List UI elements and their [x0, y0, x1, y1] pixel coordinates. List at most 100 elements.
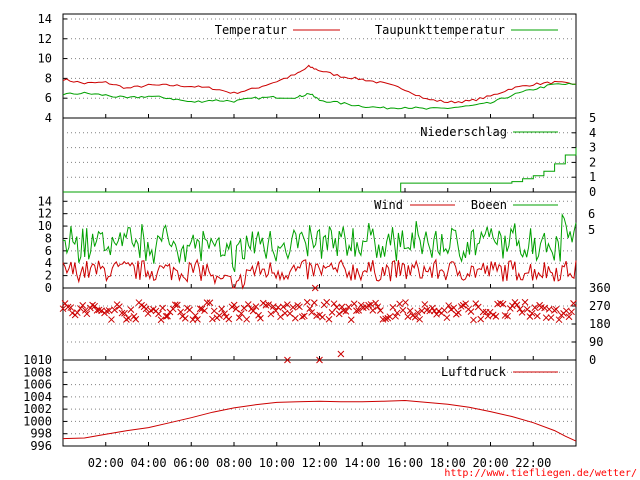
direction-marker	[257, 314, 264, 322]
direction-marker	[277, 313, 284, 321]
direction-marker	[77, 305, 84, 312]
direction-marker	[291, 314, 299, 322]
direction-marker	[155, 310, 162, 318]
direction-marker	[377, 307, 384, 314]
direction-marker	[386, 313, 394, 321]
direction-marker	[230, 301, 238, 309]
y-tick-label: 4	[589, 126, 596, 140]
wind-line	[62, 258, 577, 290]
y-tick-label: 1004	[23, 390, 52, 404]
direction-marker	[518, 309, 526, 316]
direction-marker	[203, 299, 211, 307]
legend-boeen: Boeen	[471, 198, 507, 212]
direction-marker	[545, 305, 553, 313]
direction-marker	[365, 301, 372, 309]
direction-marker	[353, 307, 360, 315]
direction-marker	[472, 300, 480, 307]
direction-marker	[350, 300, 358, 308]
direction-marker	[103, 307, 110, 315]
direction-marker	[142, 305, 150, 313]
direction-marker	[429, 304, 436, 312]
direction-marker	[484, 312, 492, 320]
direction-marker	[279, 303, 287, 311]
footer-url: http://www.tiefliegen.de/wetter/	[444, 468, 637, 479]
direction-marker	[118, 309, 126, 317]
y-tick-label: 2	[45, 269, 52, 283]
direction-marker	[406, 307, 414, 315]
y-tick-label: 6	[45, 91, 52, 105]
direction-marker	[171, 301, 179, 309]
x-tick-label: 04:00	[130, 456, 166, 470]
legend-taupunkttemperatur: Taupunkttemperatur	[375, 23, 505, 37]
x-tick-label: 02:00	[88, 456, 124, 470]
direction-marker	[333, 303, 341, 311]
direction-marker	[105, 307, 113, 314]
direction-marker	[392, 312, 399, 320]
y-tick-label: 10	[38, 52, 52, 66]
x-tick-label: 14:00	[344, 456, 380, 470]
y-tick-label: 1002	[23, 402, 52, 416]
direction-marker	[555, 316, 563, 324]
direction-marker	[462, 300, 470, 308]
direction-marker	[91, 302, 99, 310]
direction-marker	[296, 303, 303, 311]
direction-marker	[284, 356, 291, 364]
direction-marker	[499, 300, 507, 308]
y-tick-label: 3	[589, 141, 596, 155]
direction-marker	[443, 314, 451, 322]
direction-marker	[396, 300, 403, 308]
luftdruck-line	[62, 399, 577, 442]
direction-marker	[132, 315, 140, 323]
y-tick-label: 12	[38, 207, 52, 221]
direction-marker	[492, 313, 500, 320]
direction-marker	[516, 305, 524, 313]
y-tick-label: 0	[45, 281, 52, 295]
direction-marker	[186, 306, 193, 314]
direction-marker	[121, 309, 128, 317]
direction-marker	[335, 310, 343, 318]
legend-niederschlag: Niederschlag	[420, 125, 507, 139]
y-tick-label: 8	[45, 231, 52, 245]
direction-marker	[337, 350, 345, 358]
y-tick-label: 4	[45, 111, 52, 125]
direction-marker	[552, 305, 560, 313]
direction-marker	[501, 312, 509, 319]
y-tick-label: 14	[38, 194, 52, 208]
y-tick-label: 360	[589, 281, 611, 295]
direction-marker	[374, 303, 382, 311]
direction-marker	[284, 301, 291, 309]
y-tick-label: 0	[589, 185, 596, 199]
direction-marker	[87, 304, 94, 312]
direction-marker	[570, 300, 577, 307]
direction-marker	[533, 312, 541, 320]
direction-marker	[330, 300, 338, 308]
direction-marker	[319, 313, 326, 321]
y-tick-label: 4	[45, 256, 52, 270]
direction-marker	[67, 304, 75, 311]
direction-marker	[73, 309, 81, 317]
legend-temperatur: Temperatur	[215, 23, 287, 37]
direction-marker	[389, 304, 397, 311]
direction-marker	[125, 314, 132, 322]
direction-marker	[244, 301, 252, 308]
y2-tick-label: 5	[588, 223, 595, 237]
direction-marker	[372, 299, 379, 307]
direction-marker	[123, 316, 130, 323]
direction-marker	[59, 305, 67, 313]
direction-marker	[526, 313, 534, 320]
y-tick-label: 998	[30, 427, 52, 441]
direction-marker	[433, 310, 440, 318]
y-tick-label: 996	[30, 439, 52, 453]
direction-marker	[421, 301, 429, 308]
x-tick-label: 20:00	[472, 456, 508, 470]
y-tick-label: 5	[589, 111, 596, 125]
legend-luftdruck: Luftdruck	[441, 365, 507, 379]
y-tick-label: 12	[38, 32, 52, 46]
y-tick-label: 0	[589, 353, 596, 367]
direction-marker	[342, 308, 350, 315]
direction-marker	[513, 301, 521, 309]
direction-marker	[402, 299, 409, 306]
boeen-line	[63, 213, 577, 273]
y-tick-label: 1000	[23, 414, 52, 428]
